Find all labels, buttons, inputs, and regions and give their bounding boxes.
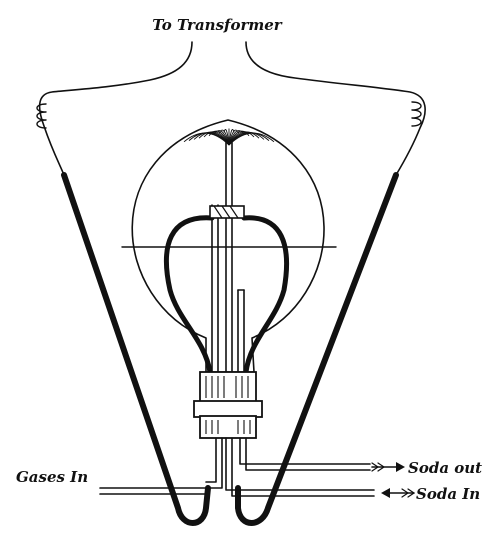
- lower-tubes: [205, 437, 375, 497]
- spray-strand: [228, 132, 275, 146]
- stopper: [193, 371, 263, 439]
- label-to-transformer: To Transformer: [152, 16, 282, 34]
- central-tubes: [211, 141, 245, 401]
- coil-right: [411, 101, 422, 127]
- inner-electrodes: [164, 215, 290, 375]
- coil-left: [36, 103, 47, 129]
- arrow-soda-in: [381, 488, 415, 498]
- label-soda-in: Soda In: [416, 485, 480, 503]
- electrode-tubes: [61, 172, 399, 526]
- glass-bulb: [121, 119, 337, 373]
- arrow-soda-out: [371, 462, 405, 472]
- label-gases-in: Gases In: [16, 468, 88, 486]
- gases-in-line: [99, 487, 207, 495]
- label-soda-out: Soda out: [408, 459, 482, 477]
- binding-clamp: [209, 205, 245, 219]
- spray-fountain: [183, 128, 275, 146]
- lead-wires: [38, 41, 426, 176]
